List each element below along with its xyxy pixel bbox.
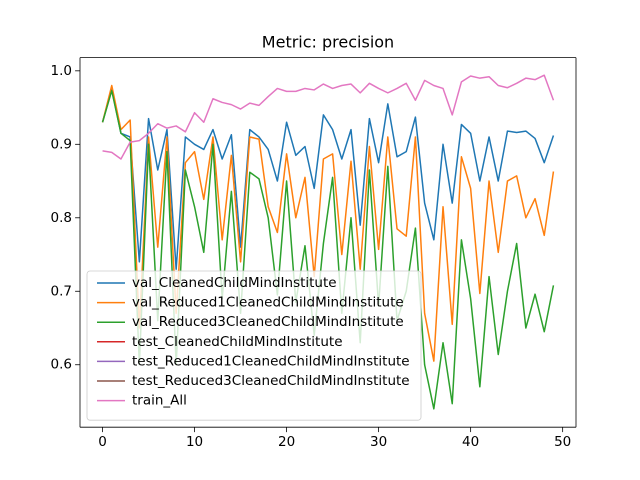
legend-label: train_All — [132, 393, 187, 409]
y-tick-label: 0.8 — [51, 210, 72, 226]
y-tick-label: 0.7 — [51, 283, 72, 299]
y-tick-label: 0.6 — [51, 357, 72, 373]
legend-box — [86, 270, 422, 421]
series-line — [102, 74, 555, 160]
legend-label: val_Reduced3CleanedChildMindInstitute — [132, 314, 404, 330]
x-tick-label: 30 — [370, 434, 387, 450]
x-tick-label: 10 — [186, 434, 203, 450]
legend-label: val_Reduced1CleanedChildMindInstitute — [132, 295, 404, 311]
x-tick-label: 0 — [98, 434, 107, 450]
chart-title: Metric: precision — [262, 33, 394, 52]
x-tick-label: 50 — [554, 434, 571, 450]
legend-label: val_CleanedChildMindInstitute — [132, 275, 337, 291]
y-tick-label: 1.0 — [51, 63, 72, 79]
legend-label: test_CleanedChildMindInstitute — [132, 334, 343, 350]
x-tick-label: 40 — [462, 434, 479, 450]
x-tick-label: 20 — [278, 434, 295, 450]
legend-label: test_Reduced1CleanedChildMindInstitute — [132, 353, 410, 369]
y-tick-label: 0.9 — [51, 136, 72, 152]
legend-label: test_Reduced3CleanedChildMindInstitute — [132, 373, 410, 389]
series-line — [101, 88, 555, 270]
